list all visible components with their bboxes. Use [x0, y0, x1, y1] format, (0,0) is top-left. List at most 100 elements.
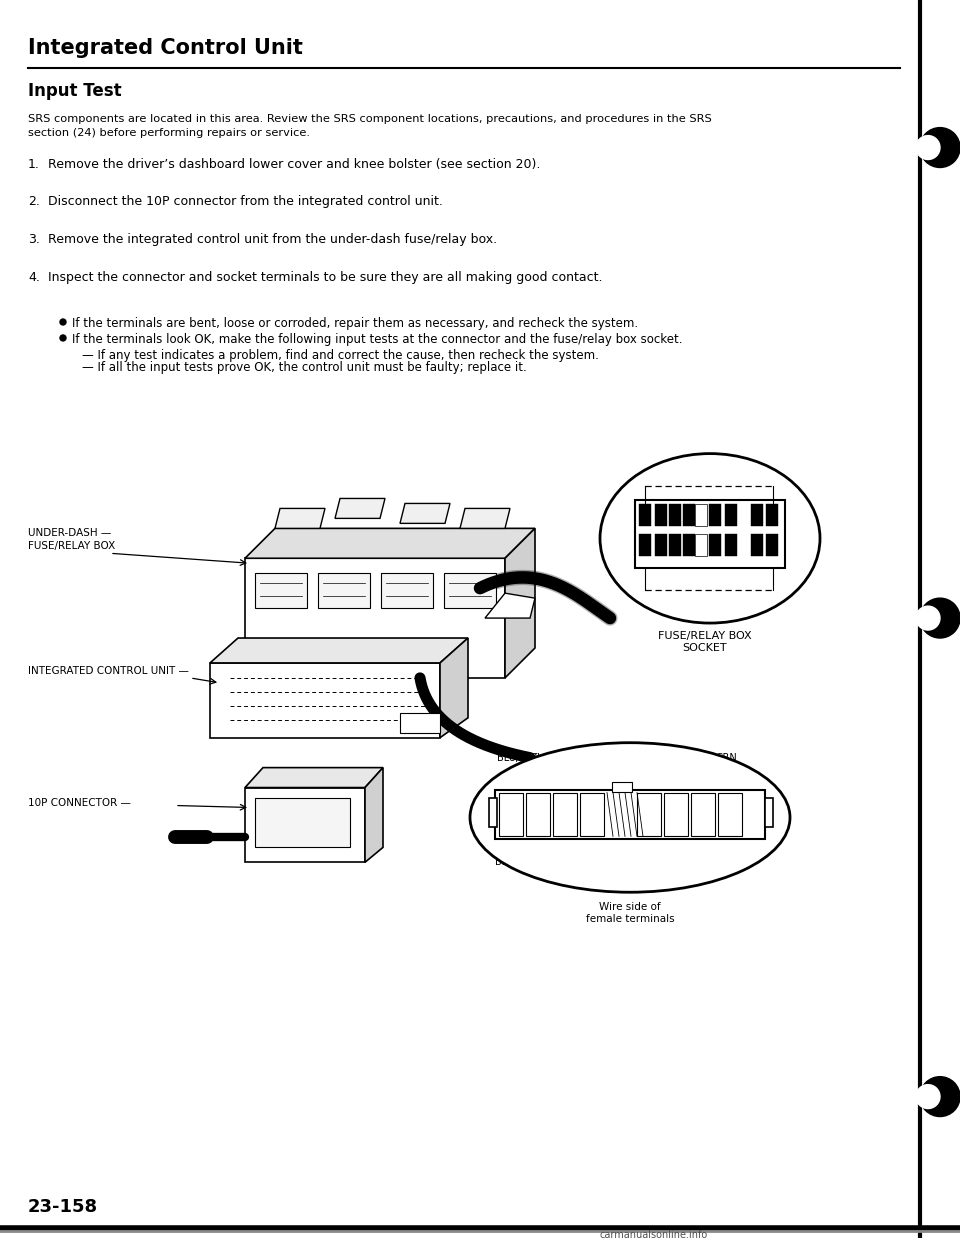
Circle shape [916, 1084, 940, 1109]
Text: BLU/BLK: BLU/BLK [497, 753, 538, 763]
Text: section (24) before performing repairs or service.: section (24) before performing repairs o… [28, 128, 310, 138]
Bar [751, 504, 763, 527]
Bar [318, 574, 370, 609]
Polygon shape [485, 594, 535, 619]
Polygon shape [245, 787, 365, 862]
Text: B1: B1 [506, 795, 516, 804]
Text: carmanualsonline.info: carmanualsonline.info [600, 1230, 708, 1241]
Text: B7: B7 [644, 795, 654, 804]
Bar [580, 792, 604, 836]
Bar [669, 504, 681, 527]
Bar [255, 797, 350, 847]
Bar [637, 792, 661, 836]
Text: 23-158: 23-158 [28, 1199, 98, 1216]
Bar [400, 713, 440, 733]
Bar [766, 534, 778, 556]
Bar [669, 534, 681, 556]
Text: BLU/RED: BLU/RED [706, 857, 748, 867]
Text: 2.: 2. [28, 195, 40, 209]
Polygon shape [505, 528, 535, 678]
Bar [683, 504, 695, 527]
Text: A7: A7 [770, 473, 783, 483]
Text: B4: B4 [587, 795, 597, 804]
Bar [695, 504, 707, 527]
Bar [709, 504, 721, 527]
Text: B10: B10 [723, 795, 737, 804]
Ellipse shape [600, 453, 820, 623]
Circle shape [920, 1077, 960, 1117]
Text: UNDER-DASH —: UNDER-DASH — [28, 528, 111, 538]
Text: 3.: 3. [28, 233, 40, 246]
Circle shape [916, 606, 940, 630]
Text: LT GRN/RED: LT GRN/RED [643, 857, 702, 867]
Text: 4.: 4. [28, 271, 40, 284]
Circle shape [60, 335, 66, 342]
Bar [683, 534, 695, 556]
Bar [444, 574, 496, 609]
Polygon shape [440, 638, 468, 738]
Polygon shape [400, 503, 450, 523]
Polygon shape [275, 508, 325, 528]
Polygon shape [245, 558, 505, 678]
Text: B3: B3 [560, 795, 570, 804]
Bar [725, 534, 737, 556]
Bar [635, 501, 785, 569]
Text: Remove the integrated control unit from the under-dash fuse/relay box.: Remove the integrated control unit from … [48, 233, 497, 246]
Bar [612, 781, 632, 791]
Text: — If any test indicates a problem, find and correct the cause, then recheck the : — If any test indicates a problem, find … [82, 349, 599, 361]
Text: YEL/BLU: YEL/BLU [525, 753, 564, 763]
Text: Wire side of
female terminals: Wire side of female terminals [586, 902, 674, 924]
Circle shape [60, 319, 66, 325]
Circle shape [920, 599, 960, 638]
Text: B2: B2 [533, 795, 543, 804]
Text: 1.: 1. [28, 158, 40, 170]
Text: 10P CONNECTOR —: 10P CONNECTOR — [28, 797, 131, 807]
Text: GRN: GRN [715, 753, 737, 763]
Text: FUSE/RELAY BOX: FUSE/RELAY BOX [28, 542, 115, 551]
Bar [709, 534, 721, 556]
Text: A8: A8 [633, 592, 647, 602]
Text: Inspect the connector and socket terminals to be sure they are all making good c: Inspect the connector and socket termina… [48, 271, 603, 284]
Text: — If all the input tests prove OK, the control unit must be faulty; replace it.: — If all the input tests prove OK, the c… [82, 361, 527, 374]
Polygon shape [365, 768, 383, 862]
Ellipse shape [470, 743, 790, 892]
Bar [526, 792, 550, 836]
Bar [655, 534, 667, 556]
Text: BLU/WHT: BLU/WHT [495, 857, 540, 867]
Bar [765, 797, 773, 827]
Polygon shape [210, 663, 440, 738]
Polygon shape [245, 768, 383, 787]
Polygon shape [335, 498, 385, 518]
Bar [695, 534, 707, 556]
Polygon shape [460, 508, 510, 528]
Bar [381, 574, 433, 609]
Text: FUSE/RELAY BOX
SOCKET: FUSE/RELAY BOX SOCKET [659, 631, 752, 652]
Circle shape [916, 135, 940, 159]
Bar [639, 504, 651, 527]
Bar [499, 792, 523, 836]
Text: A14: A14 [767, 592, 787, 602]
Circle shape [920, 128, 960, 168]
Bar [664, 792, 688, 836]
Text: Remove the driver’s dashboard lower cover and knee bolster (see section 20).: Remove the driver’s dashboard lower cove… [48, 158, 540, 170]
Polygon shape [245, 528, 535, 558]
Text: RED/BLU: RED/BLU [651, 753, 694, 763]
Bar [691, 792, 715, 836]
Text: INTEGRATED CONTROL UNIT —: INTEGRATED CONTROL UNIT — [28, 666, 189, 676]
Bar [553, 792, 577, 836]
Polygon shape [210, 638, 468, 663]
Bar [255, 574, 307, 609]
Text: Integrated Control Unit: Integrated Control Unit [28, 39, 302, 58]
Text: B8: B8 [671, 795, 681, 804]
Bar [725, 504, 737, 527]
Text: SRS components are located in this area. Review the SRS component locations, pre: SRS components are located in this area.… [28, 114, 711, 124]
Text: B9: B9 [698, 795, 708, 804]
Bar [489, 797, 497, 827]
Bar [751, 534, 763, 556]
Bar [655, 504, 667, 527]
Bar [639, 534, 651, 556]
Text: Input Test: Input Test [28, 82, 122, 99]
Text: A1: A1 [633, 473, 647, 483]
Text: If the terminals are bent, loose or corroded, repair them as necessary, and rech: If the terminals are bent, loose or corr… [72, 317, 638, 330]
Bar [766, 504, 778, 527]
